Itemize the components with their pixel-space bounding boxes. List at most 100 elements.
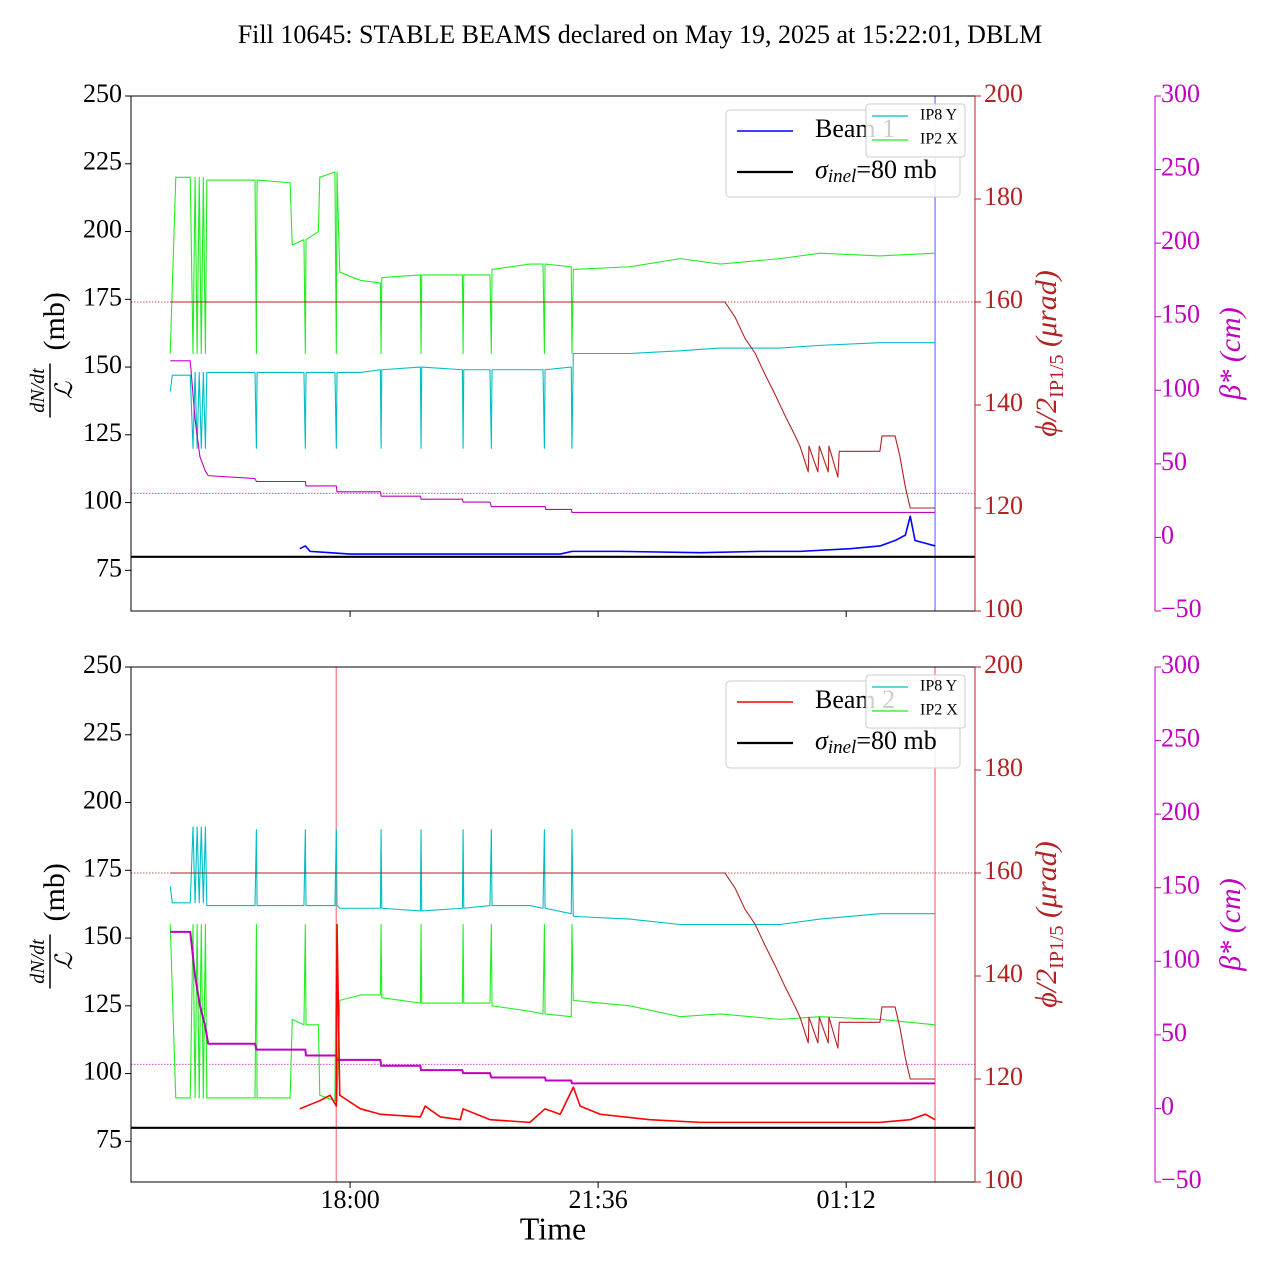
series-line [170, 301, 936, 509]
y-label-denominator: ℒ [52, 381, 78, 399]
y-tick-label: 225 [83, 718, 122, 747]
y3-label-symbol: β* [1214, 370, 1247, 401]
y-tick-label: 125 [83, 418, 122, 447]
series-line [299, 515, 936, 555]
y-tick-label: 150 [83, 350, 122, 379]
y-tick-label: 100 [83, 1057, 122, 1086]
series-line [170, 872, 936, 1080]
sigma-subscript: inel [828, 166, 857, 187]
y-tick-label: 175 [83, 282, 122, 311]
y3-tick-label: 0 [1161, 1091, 1174, 1120]
series-line [170, 930, 936, 1085]
y3-label-symbol: β* [1214, 941, 1247, 972]
y3-tick-label: 200 [1161, 797, 1200, 826]
legend-label: IP2 X [920, 702, 958, 719]
y-label-unit: (mb) [38, 292, 71, 350]
y2-axis-label: ϕ/2IP1/5 (μrad) [1030, 270, 1068, 436]
y-label-numerator: dN/dt [27, 368, 49, 413]
y3-tick-label: 300 [1161, 79, 1200, 108]
y-tick-label: 75 [96, 553, 122, 582]
y-label-unit: (mb) [38, 863, 71, 921]
y3-tick-label: 0 [1161, 520, 1174, 549]
chart-title: Fill 10645: STABLE BEAMS declared on May… [238, 20, 1043, 49]
y3-tick-label: 100 [1161, 373, 1200, 402]
y3-tick-label: 100 [1161, 944, 1200, 973]
y3-tick-label: 250 [1161, 153, 1200, 182]
sigma-text: =80 mb [856, 155, 936, 184]
legend: IP8 Y IP2 X [865, 674, 966, 729]
y2-tick-label: 140 [984, 959, 1023, 988]
y2-tick-label: 200 [984, 79, 1023, 108]
y-axis-label: dN/dt ℒ (mb) [27, 863, 78, 989]
y-tick-label: 125 [83, 989, 122, 1018]
y3-tick-label: 150 [1161, 871, 1200, 900]
series-line [299, 923, 936, 1124]
y2-tick-label: 180 [984, 753, 1023, 782]
y2-tick-label: 180 [984, 182, 1023, 211]
y-tick-label: 100 [83, 486, 122, 515]
legend-label: IP8 Y [920, 678, 958, 695]
y3-axis-label: β* (cm) [1214, 878, 1247, 971]
panel: 75 100 125 150 175 200 225 250 100 120 140 160 180 20… [27, 79, 1247, 623]
y-label-numerator: dN/dt [27, 939, 49, 984]
y2-label-symbol: ϕ/2 [1030, 398, 1063, 437]
y-tick-label: 250 [83, 650, 122, 679]
y-tick-label: 175 [83, 853, 122, 882]
series-line [170, 360, 936, 513]
x-axis-label: Time [520, 1210, 586, 1246]
y2-tick-label: 160 [984, 285, 1023, 314]
legend-box [865, 103, 966, 158]
plot-area [131, 96, 975, 611]
x-tick-label: 01:12 [817, 1185, 876, 1214]
y3-tick-label: −50 [1161, 594, 1202, 623]
y2-label-unit: (μrad) [1030, 841, 1063, 925]
y2-tick-label: 160 [984, 856, 1023, 885]
sigma-text: =80 mb [856, 726, 936, 755]
legend-label: IP2 X [920, 131, 958, 148]
y3-tick-label: 300 [1161, 650, 1200, 679]
y2-label-symbol: ϕ/2 [1030, 969, 1063, 1008]
legend-label: σinel=80 mb [815, 726, 937, 758]
series-line [169, 171, 936, 355]
legend-label: IP8 Y [920, 107, 958, 124]
sigma-symbol: σ [815, 155, 829, 184]
y2-tick-label: 140 [984, 388, 1023, 417]
y3-tick-label: 50 [1161, 447, 1187, 476]
y-tick-label: 150 [83, 921, 122, 950]
legend-box [865, 674, 966, 729]
y3-tick-label: 200 [1161, 226, 1200, 255]
y2-label-unit: (μrad) [1030, 270, 1063, 354]
series-line [169, 826, 936, 926]
y-axis-label: dN/dt ℒ (mb) [27, 292, 78, 418]
y2-label-subscript: IP1/5 [1046, 355, 1068, 398]
y-tick-label: 75 [96, 1124, 122, 1153]
y3-tick-label: −50 [1161, 1165, 1202, 1194]
x-tick-label: 18:00 [320, 1185, 379, 1214]
y-tick-label: 250 [83, 79, 122, 108]
y3-tick-label: 250 [1161, 724, 1200, 753]
series-line [169, 342, 936, 449]
y2-tick-label: 120 [984, 491, 1023, 520]
y-label-denominator: ℒ [52, 952, 78, 970]
y2-tick-label: 200 [984, 650, 1023, 679]
legend-label: σinel=80 mb [815, 155, 937, 187]
y3-label-unit: (cm) [1214, 878, 1247, 940]
legend: IP8 Y IP2 X [865, 103, 966, 158]
y3-tick-label: 50 [1161, 1018, 1187, 1047]
y2-tick-label: 120 [984, 1062, 1023, 1091]
y2-tick-label: 100 [984, 1165, 1023, 1194]
y3-label-unit: (cm) [1214, 307, 1247, 369]
plot-area [131, 667, 975, 1182]
sigma-symbol: σ [815, 726, 829, 755]
y2-tick-label: 100 [984, 594, 1023, 623]
x-tick-label: 21:36 [569, 1185, 628, 1214]
series-line [169, 923, 936, 1102]
sigma-subscript: inel [828, 737, 857, 758]
panel: 75 100 125 150 175 200 225 250 100 120 140 160 180 20… [27, 650, 1247, 1246]
y-tick-label: 200 [83, 785, 122, 814]
y2-axis-label: ϕ/2IP1/5 (μrad) [1030, 841, 1068, 1007]
y-tick-label: 225 [83, 147, 122, 176]
